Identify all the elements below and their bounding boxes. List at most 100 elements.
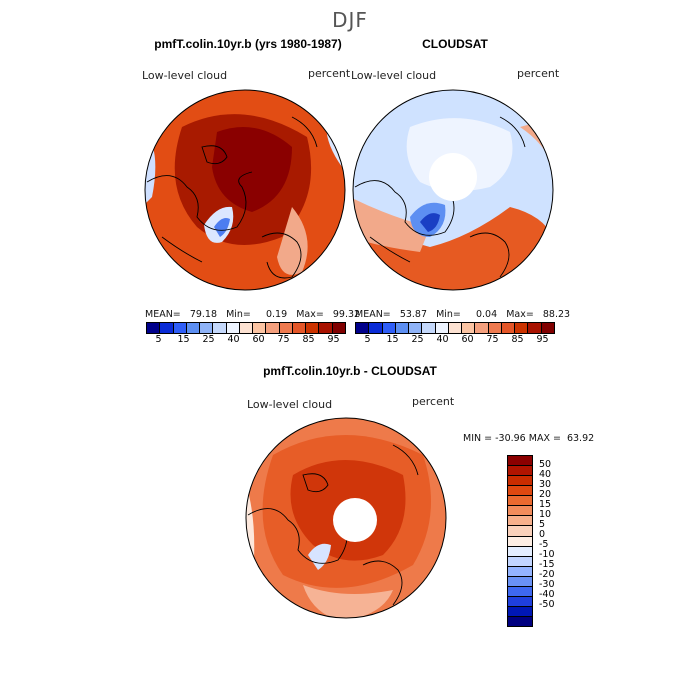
diff-panel-variable-label: Low-level cloud <box>247 398 333 411</box>
diff-colorbar-swatch <box>508 576 532 587</box>
diff-colorbar-swatches <box>507 455 533 627</box>
diff-colorbar-tick-label: -30 <box>539 579 555 590</box>
colorbar-swatch <box>292 323 307 333</box>
diff-colorbar-swatch <box>508 617 532 627</box>
diff-colorbar: 50 40 30 20 15 10 5 0 -5 -10 -15 -20 -30 -40 -50 <box>507 455 555 627</box>
panel1-colorbar-ticks: 5 15 25 40 60 75 85 95 <box>146 334 346 345</box>
colorbar-swatch <box>147 323 161 333</box>
panel2-polar-gap <box>429 153 477 201</box>
diff-colorbar-swatch <box>508 496 532 507</box>
panel2-colorbar-swatches <box>355 322 555 334</box>
diff-polar-gap <box>333 498 377 542</box>
colorbar-swatch <box>306 323 320 333</box>
diff-colorbar-ticks: 50 40 30 20 15 10 5 0 -5 -10 -15 -20 -30 -40 -50 <box>539 455 555 627</box>
colorbar-tick-label: 5 <box>364 334 371 345</box>
panel1-variable-label: Low-level cloud <box>142 69 228 82</box>
diff-colorbar-tick-label: 30 <box>539 479 552 490</box>
diff-colorbar-tick-label: 50 <box>539 459 552 470</box>
diff-colorbar-swatch <box>508 596 532 607</box>
panel2-polar-map <box>352 89 554 291</box>
panel1-cloud-darkest-region <box>212 127 292 212</box>
colorbar-tick-label: 85 <box>511 334 524 345</box>
colorbar-tick-label: 40 <box>436 334 449 345</box>
colorbar-swatch <box>435 323 449 333</box>
colorbar-swatch <box>200 323 214 333</box>
colorbar-swatch <box>356 323 370 333</box>
colorbar-swatch <box>160 323 174 333</box>
colorbar-swatch <box>319 323 333 333</box>
colorbar-swatch <box>541 323 554 333</box>
diff-colorbar-tick-label: 15 <box>539 499 552 510</box>
diff-colorbar-swatch <box>508 516 532 527</box>
diff-colorbar-swatch <box>508 546 532 557</box>
panel1-map-border <box>144 89 346 291</box>
diff-colorbar-tick-label: 40 <box>539 469 552 480</box>
diff-colorbar-tick-label: -10 <box>539 549 555 560</box>
colorbar-tick-label: 60 <box>461 334 474 345</box>
panel2-ocean-warm-region <box>353 207 553 290</box>
diff-map-border <box>245 417 447 619</box>
colorbar-tick-label: 75 <box>486 334 499 345</box>
diff-panel-title: pmfT.colin.10yr.b - CLOUDSAT <box>263 364 437 378</box>
colorbar-swatch <box>382 323 396 333</box>
panel1-colorbar: 5 15 25 40 60 75 85 95 <box>146 322 346 345</box>
colorbar-swatch <box>462 323 476 333</box>
diff-colorbar-swatch <box>508 526 532 537</box>
diff-pale-lower-region <box>303 585 393 618</box>
colorbar-swatch <box>528 323 542 333</box>
diff-colorbar-tick-label: 0 <box>539 529 546 540</box>
panel2-variable-label: Low-level cloud <box>351 69 437 82</box>
diff-greenland-negative <box>308 543 331 570</box>
colorbar-tick-label: 15 <box>386 334 399 345</box>
diff-colorbar-tick-label: 20 <box>539 489 552 500</box>
diff-colorbar-tick-label: 5 <box>539 519 546 530</box>
panel1-greenland-core <box>214 218 230 237</box>
diff-panel-units-label: percent <box>412 395 455 408</box>
diff-colorbar-tick-label: -20 <box>539 569 555 580</box>
diff-colorbar-swatch <box>508 456 532 467</box>
colorbar-tick-label: 75 <box>277 334 290 345</box>
panel2-colorbar: 5 15 25 40 60 75 85 95 <box>355 322 555 345</box>
colorbar-swatch <box>279 323 293 333</box>
colorbar-swatch <box>395 323 410 333</box>
colorbar-swatch <box>266 323 280 333</box>
colorbar-swatch <box>422 323 436 333</box>
colorbar-tick-label: 40 <box>227 334 240 345</box>
colorbar-swatch <box>213 323 227 333</box>
diff-colorbar-tick-label: -5 <box>539 539 549 550</box>
panel2-title: CLOUDSAT <box>422 37 488 51</box>
panel2-colorbar-ticks: 5 15 25 40 60 75 85 95 <box>355 334 555 345</box>
colorbar-tick-label: 25 <box>411 334 424 345</box>
diff-colorbar-swatch <box>508 606 532 617</box>
panel2-stats: MEAN= 53.87 Min= 0.04 Max= 88.23 <box>355 309 571 320</box>
colorbar-tick-label: 95 <box>536 334 549 345</box>
diff-colorbar-swatch <box>508 466 532 477</box>
colorbar-swatch <box>332 323 345 333</box>
colorbar-tick-label: 5 <box>155 334 162 345</box>
colorbar-swatch <box>488 323 502 333</box>
diff-colorbar-swatch <box>508 506 532 517</box>
panel1-colorbar-swatches <box>146 322 346 334</box>
colorbar-swatch <box>186 323 201 333</box>
diff-minmax: MIN = -30.96 MAX = 63.92 <box>463 433 595 444</box>
colorbar-swatch <box>173 323 187 333</box>
panel1-pale-band <box>277 207 308 275</box>
colorbar-swatch <box>253 323 267 333</box>
diff-colorbar-tick-label: 10 <box>539 509 552 520</box>
panel2-greenland-core <box>420 213 440 232</box>
panel2-coastlines <box>354 116 526 278</box>
colorbar-swatch <box>409 323 423 333</box>
panel1-polar-map <box>144 89 346 291</box>
colorbar-swatch <box>515 323 529 333</box>
diff-colorbar-tick-label: -15 <box>539 559 555 570</box>
colorbar-swatch <box>239 323 254 333</box>
panel1-title: pmfT.colin.10yr.b (yrs 1980-1987) <box>154 37 342 51</box>
diff-colorbar-tick-label: -40 <box>539 589 555 600</box>
panel2-pale-orange-band <box>353 197 430 252</box>
colorbar-swatch <box>448 323 463 333</box>
colorbar-tick-label: 95 <box>327 334 340 345</box>
panel2-map-border <box>352 89 554 291</box>
diff-panel-polar-map <box>245 417 447 619</box>
diff-colorbar-swatch <box>508 476 532 487</box>
colorbar-tick-label: 25 <box>202 334 215 345</box>
